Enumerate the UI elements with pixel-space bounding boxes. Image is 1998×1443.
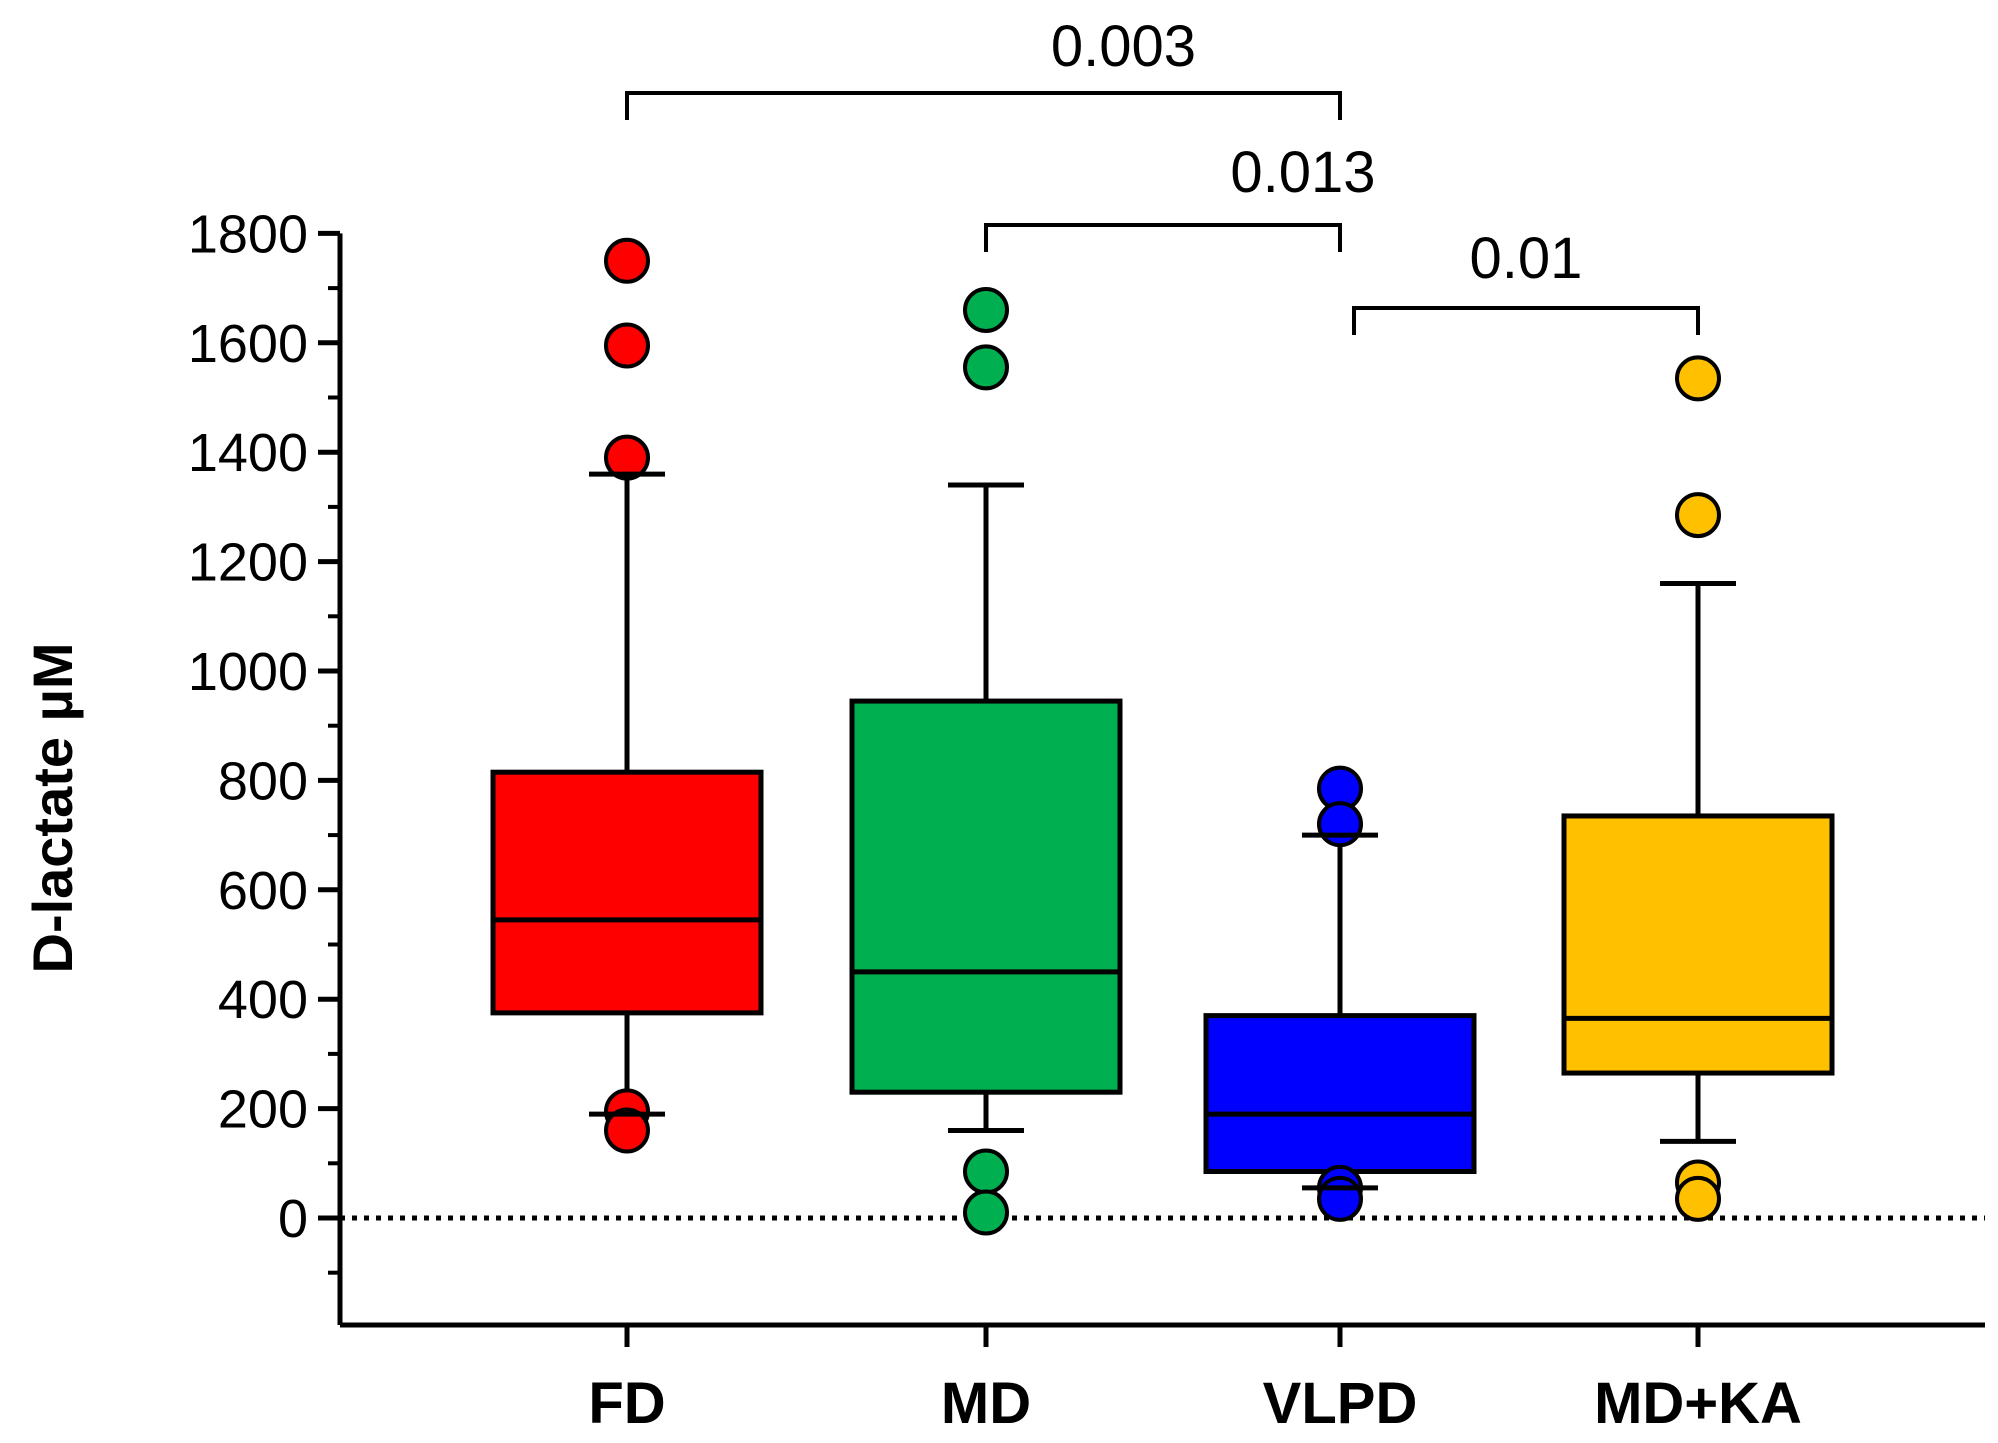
significance-bracket: 0.01 bbox=[1352, 226, 1700, 335]
outlier-point bbox=[604, 237, 650, 284]
y-tick-label: 1600 bbox=[188, 314, 308, 374]
y-tick-label: 1200 bbox=[188, 533, 308, 593]
x-tick-label: FD bbox=[588, 1371, 665, 1436]
outlier-point bbox=[604, 1107, 650, 1154]
y-tick-label: 1800 bbox=[188, 204, 308, 264]
box-group bbox=[1203, 765, 1477, 1222]
outlier-point bbox=[1317, 801, 1363, 848]
outlier-point bbox=[963, 286, 1009, 333]
outlier-point bbox=[1675, 492, 1721, 539]
box-group bbox=[849, 286, 1123, 1236]
outlier-point bbox=[1317, 1175, 1363, 1222]
outlier-point bbox=[963, 1148, 1009, 1195]
outlier-point bbox=[963, 1189, 1009, 1236]
x-tick-label: MD bbox=[941, 1371, 1031, 1436]
x-tick-label: VLPD bbox=[1263, 1371, 1418, 1436]
outlier-point bbox=[963, 344, 1009, 391]
bracket-line bbox=[625, 91, 1342, 120]
outlier-point bbox=[1675, 1175, 1721, 1222]
y-tick-label: 1400 bbox=[188, 423, 308, 483]
significance-bracket: 0.003 bbox=[625, 14, 1342, 120]
box bbox=[849, 698, 1123, 1095]
y-axis-title: D-lactate µM bbox=[21, 643, 84, 974]
significance-bracket: 0.013 bbox=[984, 140, 1376, 252]
x-tick-label: MD+KA bbox=[1594, 1371, 1802, 1436]
outlier-point bbox=[604, 322, 650, 369]
box bbox=[1203, 1013, 1477, 1175]
bracket-line bbox=[1352, 306, 1700, 335]
boxes bbox=[490, 237, 1835, 1236]
y-tick-label: 800 bbox=[218, 751, 308, 811]
p-value-label: 0.003 bbox=[1051, 14, 1196, 79]
box bbox=[1561, 813, 1835, 1076]
p-value-label: 0.01 bbox=[1470, 226, 1583, 291]
bracket-line bbox=[984, 223, 1342, 252]
y-tick-label: 200 bbox=[218, 1080, 308, 1140]
outlier-point bbox=[1675, 355, 1721, 402]
box-group bbox=[1561, 355, 1835, 1222]
significance-brackets: 0.003 0.013 0.01 bbox=[625, 14, 1700, 335]
outlier-point bbox=[604, 434, 650, 481]
y-tick-label: 600 bbox=[218, 861, 308, 921]
box bbox=[490, 769, 764, 1016]
y-tick-label: 400 bbox=[218, 970, 308, 1030]
y-tick-label: 1000 bbox=[188, 642, 308, 702]
p-value-label: 0.013 bbox=[1230, 140, 1375, 205]
box-group bbox=[490, 237, 764, 1154]
axes: 0 200 400 600 800 1000 1200 1400 1600 1800 FD MD VLP… bbox=[188, 204, 1985, 1436]
y-tick-label: 0 bbox=[278, 1189, 308, 1249]
